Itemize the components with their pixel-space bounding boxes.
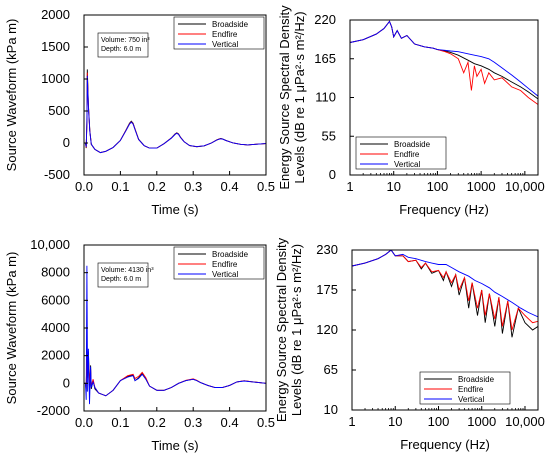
y-tick-label: 230 — [316, 242, 338, 257]
y-axis-label: Energy Source Spectral DensityLevels (dB… — [274, 237, 304, 422]
y-tick-label: 500 — [48, 103, 70, 118]
x-tick-label: 0.1 — [111, 179, 129, 194]
x-tick-label: 0.3 — [184, 415, 202, 430]
x-axis-label: Time (s) — [151, 438, 198, 453]
annotation-text: Depth: 6.0 m — [101, 276, 141, 283]
x-axis-label: Frequency (Hz) — [400, 437, 490, 452]
x-tick-label: 0.3 — [184, 179, 202, 194]
x-axis-label: Frequency (Hz) — [399, 202, 489, 217]
series-line-vertical — [350, 20, 538, 97]
x-tick-label: 1 — [346, 179, 353, 194]
x-tick-label: 0.0 — [75, 415, 93, 430]
legend-label-vertical: Vertical — [458, 395, 484, 404]
y-tick-label: 0 — [63, 375, 70, 390]
legend-label-broadside: Broadside — [394, 140, 431, 149]
x-tick-label: 1000 — [467, 414, 496, 429]
series-group — [350, 20, 538, 105]
x-tick-label: 100 — [428, 414, 450, 429]
y-tick-label: -500 — [44, 167, 70, 182]
y-tick-label: 65 — [324, 362, 338, 377]
y-tick-label: -2000 — [37, 403, 70, 418]
series-line-broadside — [84, 69, 266, 154]
annotation-frame — [97, 32, 149, 58]
series-line-endfire — [352, 250, 538, 331]
annotation-text: Depth: 6.0 m — [101, 46, 141, 53]
x-tick-label: 0.4 — [221, 415, 239, 430]
y-tick-label: 10,000 — [30, 237, 70, 252]
x-tick-label: 0.2 — [148, 415, 166, 430]
series-group — [352, 250, 538, 338]
chart-panel-bottom-left: 0.0 0.1 0.2 0.3 0.4 0.5 -2000 0 2000 4000 6000 8000… — [4, 237, 275, 453]
series-line-broadside — [352, 250, 538, 338]
y-tick-label: 2000 — [41, 7, 70, 22]
legend-label-vertical: Vertical — [212, 270, 238, 279]
y-tick-label: 175 — [316, 282, 338, 297]
annotation-text: Volume: 750 in³ — [101, 37, 150, 44]
x-tick-label: 1 — [348, 414, 355, 429]
x-tick-label: 0.2 — [148, 179, 166, 194]
y-axis-label: Source Waveform (kPa m) — [4, 19, 19, 172]
y-axis-label: Energy Source Spectral DensityLevels (dB… — [277, 5, 307, 190]
legend-frame — [173, 16, 265, 50]
series-line-endfire — [350, 20, 538, 105]
y-axis-label: Source Waveform (kPa m) — [4, 252, 19, 405]
annotation-text: Volume: 4130 in³ — [101, 267, 154, 274]
series-line-endfire — [84, 352, 266, 397]
plot-frame — [83, 14, 267, 176]
legend-label-endfire: Endfire — [212, 30, 238, 39]
annotation-box: Volume: 4130 in³ Depth: 6.0 m — [97, 262, 154, 288]
y-tick-label: 110 — [315, 90, 336, 105]
x-tick-label: 100 — [427, 179, 449, 194]
x-tick-label: 0.4 — [221, 179, 239, 194]
x-tick-label: 10,000 — [505, 179, 545, 194]
y-tick-label: 220 — [314, 12, 336, 27]
x-tick-label: 10 — [388, 414, 402, 429]
x-tick-label: 0.0 — [75, 179, 93, 194]
x-tick-label: 1000 — [467, 179, 496, 194]
chart-panel-bottom-right: 1 10 100 1000 10,000 10 65 120 175 230 Frequency (… — [274, 237, 545, 452]
series-line-vertical — [84, 265, 266, 405]
x-tick-label: 0.5 — [257, 415, 275, 430]
y-tick-label: 10 — [324, 402, 338, 417]
chart-panel-top-left: 0.0 0.1 0.2 0.3 0.4 0.5 -500 0 500 1000 1500 2000 Ti… — [4, 7, 275, 217]
y-tick-label: 4000 — [41, 320, 70, 335]
annotation-box: Volume: 750 in³ Depth: 6.0 m — [97, 32, 150, 58]
series-line-endfire — [84, 72, 266, 154]
y-tick-label: 2000 — [41, 348, 70, 363]
legend-label-endfire: Endfire — [458, 385, 484, 394]
legend-label-endfire: Endfire — [212, 260, 238, 269]
x-axis-label: Time (s) — [151, 202, 198, 217]
annotation-frame — [97, 262, 149, 288]
y-tick-label: 6000 — [41, 292, 70, 307]
x-tick-label: 0.1 — [111, 415, 129, 430]
legend-label-vertical: Vertical — [212, 40, 238, 49]
legend-label-broadside: Broadside — [212, 20, 249, 29]
y-tick-label: 55 — [322, 128, 336, 143]
legend-label-endfire: Endfire — [394, 150, 420, 159]
y-tick-label: 0 — [329, 167, 336, 182]
series-group — [84, 265, 266, 405]
x-tick-label: 10 — [386, 179, 400, 194]
legend-label-broadside: Broadside — [212, 250, 249, 259]
series-line-vertical — [84, 75, 266, 154]
series-line-vertical — [352, 250, 538, 318]
series-line-broadside — [84, 344, 266, 397]
x-tick-label: 10,000 — [505, 414, 545, 429]
legend-label-vertical: Vertical — [394, 160, 420, 169]
y-tick-label: 120 — [316, 322, 338, 337]
y-tick-label: 1000 — [41, 71, 70, 86]
y-tick-label: 165 — [314, 51, 336, 66]
series-group — [84, 69, 266, 154]
y-tick-label: 0 — [63, 135, 70, 150]
legend-label-broadside: Broadside — [458, 375, 495, 384]
y-tick-label: 8000 — [41, 265, 70, 280]
y-tick-label: 1500 — [41, 39, 70, 54]
x-tick-label: 0.5 — [257, 179, 275, 194]
